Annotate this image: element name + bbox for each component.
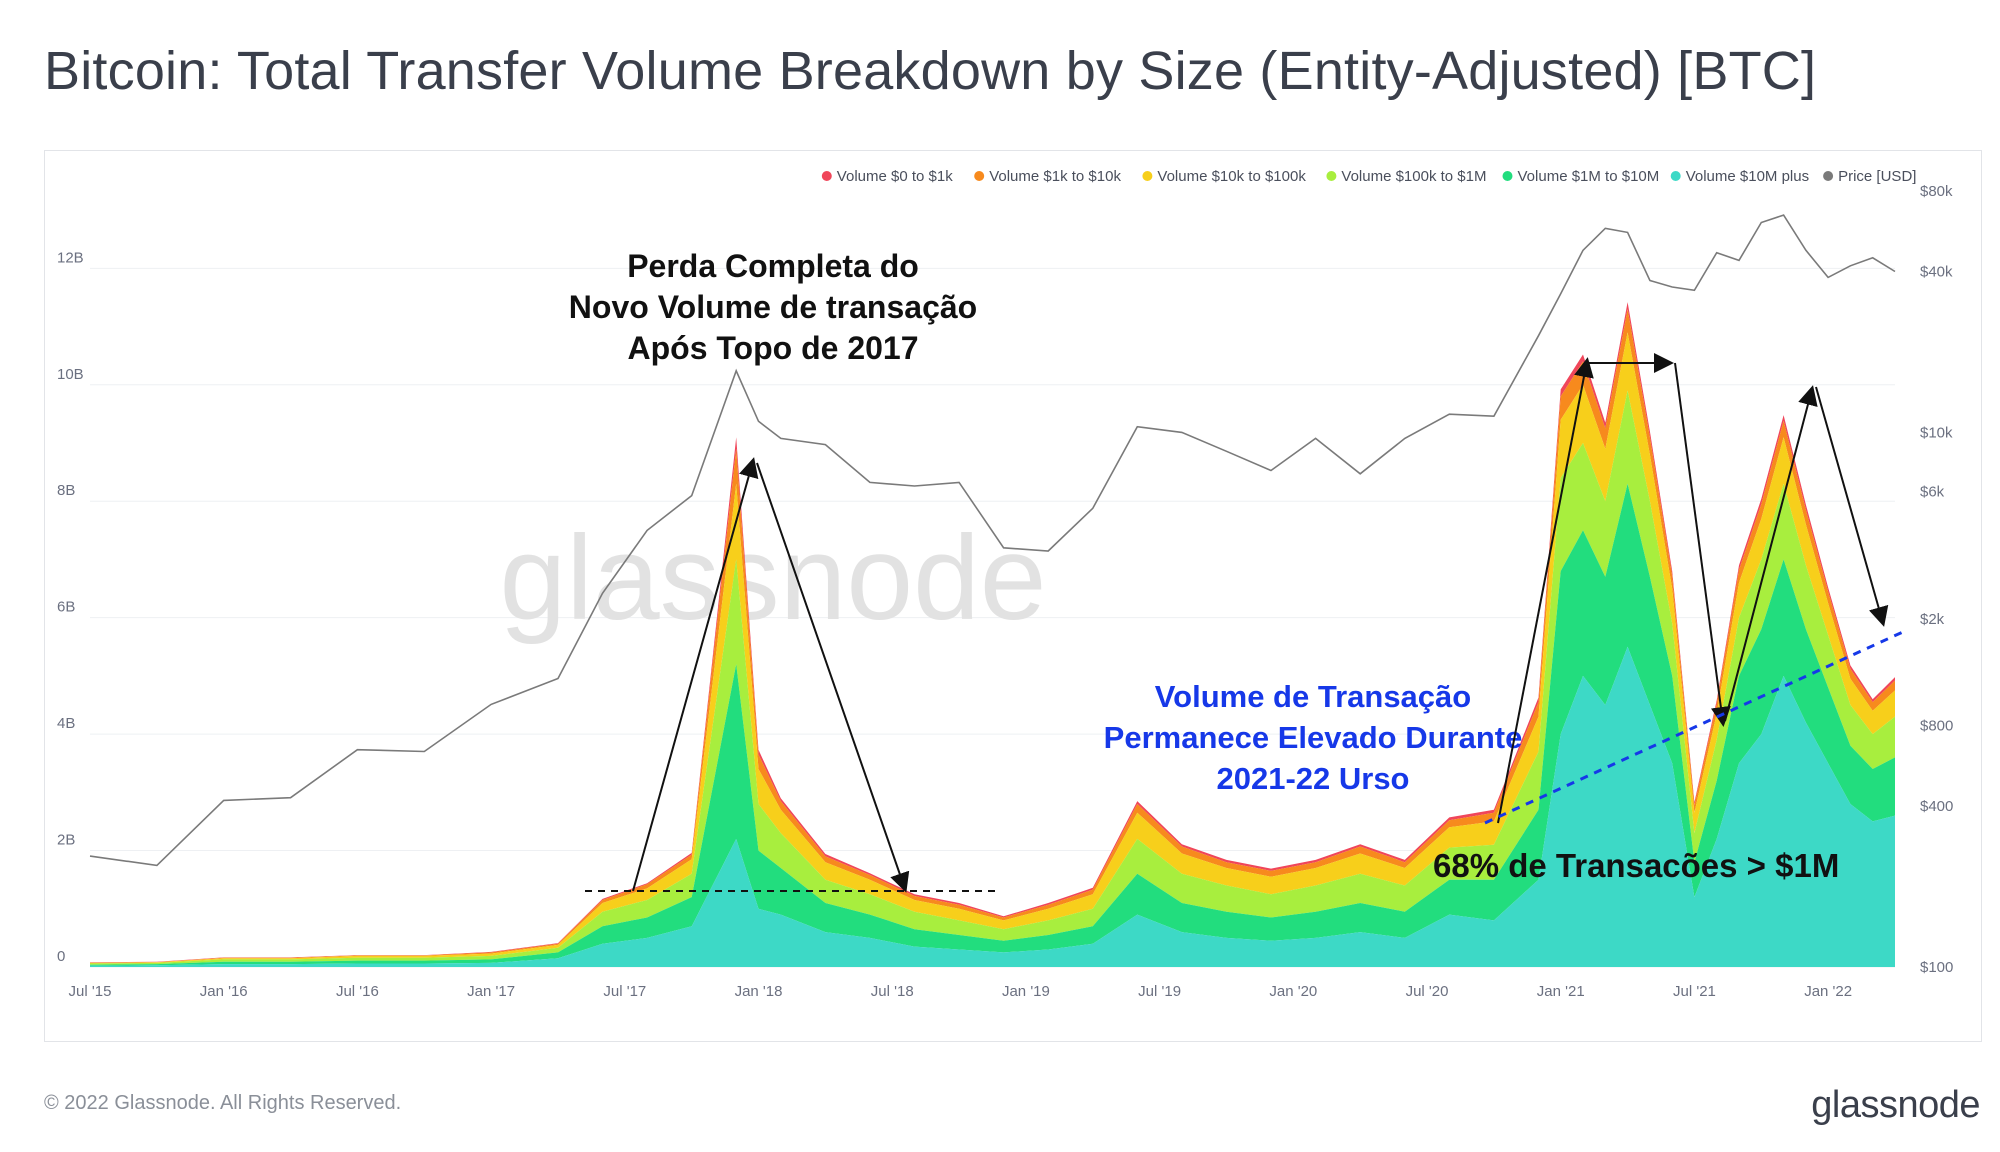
trend-dashed-line [1484, 629, 1906, 825]
x-tick-label: Jan '20 [1269, 983, 1317, 1000]
legend-item: Volume $10k to $100k [1142, 168, 1306, 185]
legend-swatch [1502, 171, 1513, 181]
x-tick-label: Jul '16 [336, 983, 379, 1000]
x-tick-label: Jul '19 [1138, 983, 1181, 1000]
y-axis-left: 0 2B 4B 6B 8B 10B 12B [57, 249, 84, 965]
footer-copyright: © 2022 Glassnode. All Rights Reserved. [44, 1092, 402, 1114]
legend-item: Volume $10M plus [1670, 168, 1809, 185]
watermark: glassnode [499, 511, 1046, 645]
y-right-tick-label: $6k [1920, 484, 1945, 501]
y-left-tick-label: 8B [57, 482, 75, 499]
arrow-2017-up [632, 457, 759, 892]
legend-label: Volume $10k to $100k [1157, 168, 1306, 185]
legend-swatch [1142, 171, 1153, 181]
footer-logo: glassnode [1811, 1084, 1980, 1126]
y-right-tick-label: $400 [1920, 798, 1953, 815]
x-tick-label: Jul '15 [69, 983, 112, 1000]
x-tick-label: Jul '21 [1673, 983, 1716, 1000]
x-tick-label: Jan '18 [735, 983, 783, 1000]
legend-swatch [1670, 171, 1681, 181]
legend-swatch [974, 171, 985, 181]
legend-swatch [1823, 171, 1834, 181]
price-series-line [89, 214, 1896, 867]
arrow-2021-up [1497, 357, 1594, 824]
y-left-tick-label: 4B [57, 715, 75, 732]
legend-label: Volume $1k to $10k [989, 168, 1121, 185]
y-left-tick-label: 2B [57, 832, 75, 849]
y-right-tick-label: $80k [1920, 183, 1953, 200]
annotation-elevated-text: 2021-22 Urso [1216, 761, 1409, 796]
legend-label: Volume $0 to $1k [837, 168, 953, 185]
stacked-areas [90, 302, 1895, 967]
annotation-68pct-text: 68% de Transacões > $1M [1433, 847, 1839, 884]
x-tick-label: Jan '19 [1002, 983, 1050, 1000]
annotations: Perda Completa do Novo Volume de transaçã… [569, 248, 1906, 893]
price-line [89, 214, 1896, 867]
annotation-loss-text: Novo Volume de transação [569, 289, 977, 325]
y-left-tick-label: 0 [57, 948, 65, 965]
grid-lines [90, 267, 1895, 968]
x-tick-label: Jul '17 [603, 983, 646, 1000]
y-right-tick-label: $100 [1920, 959, 1953, 976]
legend-label: Volume $100k to $1M [1341, 168, 1486, 185]
area-volume-10m-plus [90, 646, 1895, 967]
legend-swatch [821, 171, 832, 181]
legend-item: Volume $1k to $10k [974, 168, 1121, 185]
annotation-elevated-text: Volume de Transação [1155, 679, 1471, 714]
y-right-tick-label: $40k [1920, 263, 1953, 280]
x-axis: Jul '15 Jan '16 Jul '16 Jan '17 Jul '17 Jan '… [69, 983, 1853, 1000]
x-tick-label: Jan '16 [200, 983, 248, 1000]
legend: Price [USD] Volume $10M plus Volume $1M to… [821, 168, 1916, 185]
legend-item: Volume $0 to $1k [821, 168, 953, 185]
x-tick-label: Jan '17 [467, 983, 515, 1000]
x-tick-label: Jul '20 [1406, 983, 1449, 1000]
annotation-loss-text: Após Topo de 2017 [627, 330, 918, 366]
x-tick-label: Jan '21 [1537, 983, 1585, 1000]
chart-frame: glassnode 0 2B 4B 6B 8B 10B 12B $100 $400 $800 $2… [44, 150, 1982, 1042]
annotation-loss-text: Perda Completa do [627, 248, 919, 284]
x-tick-label: Jul '18 [871, 983, 914, 1000]
legend-label: Volume $10M plus [1686, 168, 1809, 185]
page-title: Bitcoin: Total Transfer Volume Breakdown… [44, 41, 1817, 101]
y-axis-right: $100 $400 $800 $2k $6k $10k $40k $80k [1920, 183, 1953, 976]
legend-swatch [1326, 171, 1337, 181]
y-right-tick-label: $2k [1920, 611, 1945, 628]
legend-item: Price [USD] [1823, 168, 1916, 185]
y-left-tick-label: 6B [57, 599, 75, 616]
y-left-tick-label: 10B [57, 366, 84, 383]
arrow-2021-up-2 [1724, 385, 1818, 722]
y-left-tick-label: 12B [57, 249, 84, 266]
legend-label: Volume $1M to $10M [1518, 168, 1660, 185]
legend-item: Volume $1M to $10M [1502, 168, 1660, 185]
chart-svg: glassnode 0 2B 4B 6B 8B 10B 12B $100 $400 $800 $2… [57, 168, 1953, 1000]
legend-item: Volume $100k to $1M [1326, 168, 1486, 185]
y-right-tick-label: $10k [1920, 424, 1953, 441]
arrow-2021-down [1674, 362, 1731, 727]
legend-label: Price [USD] [1838, 168, 1916, 185]
arrow-2018-down [756, 462, 910, 893]
annotation-elevated-text: Permanece Elevado Durante [1104, 720, 1523, 755]
arrow-2022-down [1815, 386, 1889, 627]
x-tick-label: Jan '22 [1804, 983, 1852, 1000]
y-right-tick-label: $800 [1920, 718, 1953, 735]
